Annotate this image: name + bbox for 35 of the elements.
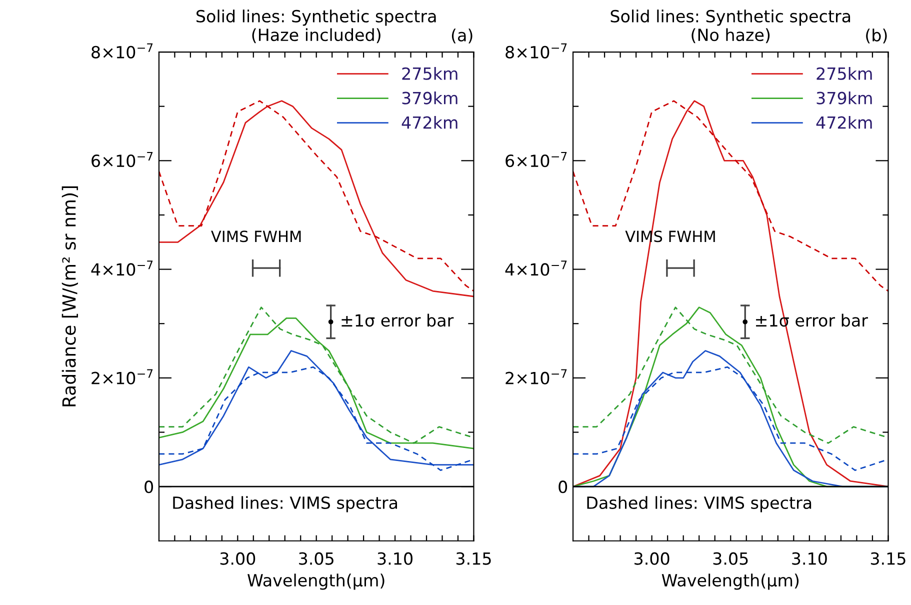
x-tick-label: 3.05 xyxy=(299,552,334,565)
annotation: VIMS FWHM xyxy=(211,230,301,242)
y-tick-label: 8×10$^{−7}$ xyxy=(92,43,153,58)
legend-label: 379km xyxy=(402,91,458,104)
legend-label: 472km xyxy=(402,116,458,129)
annotation: Dashed lines: VIMS spectra xyxy=(173,496,397,512)
y-tick-label: 6×10$^{−7}$ xyxy=(92,152,153,168)
y-tick-label: 8×10$^{−7}$ xyxy=(506,43,567,58)
chart-title: Solid lines: Synthetic spectra (Haze included) xyxy=(196,10,436,44)
x-tick-label: 3.10 xyxy=(378,552,412,565)
x-tick-label: 3.15 xyxy=(870,552,906,565)
text: (b) xyxy=(866,28,887,44)
legend-label: 379km xyxy=(816,91,872,104)
y-tick-label: 2×10$^{−7}$ xyxy=(506,369,567,384)
y-tick-label: 6×10$^{−7}$ xyxy=(506,152,567,168)
legend-label: 275km xyxy=(816,67,872,80)
y-tick-label: 4×10$^{−7}$ xyxy=(505,260,567,276)
x-tick-label: 3.00 xyxy=(220,552,256,565)
y-tick-label: 0 xyxy=(558,480,568,494)
y-tick-label: 4×10$^{−7}$ xyxy=(91,260,153,276)
y-tick-label: 2×10$^{−7}$ xyxy=(92,369,153,384)
x-tick-label: 3.05 xyxy=(713,552,748,565)
x-axis-title: Wavelength(μm) xyxy=(662,574,799,590)
annotation: Dashed lines: VIMS spectra xyxy=(587,496,812,512)
legend-label: 275km xyxy=(402,67,458,80)
x-tick-label: 3.15 xyxy=(456,552,491,565)
x-tick-label: 3.00 xyxy=(634,552,670,565)
chart-title: Solid lines: Synthetic spectra (No haze) xyxy=(610,10,850,44)
y-tick-label: 0 xyxy=(144,480,153,494)
y-axis-title: Radiance [W/(m² sr nm)] xyxy=(62,186,78,406)
text: (a) xyxy=(452,28,472,44)
annotation: ±1σ error bar xyxy=(342,314,454,327)
legend-label: 472km xyxy=(816,116,872,129)
x-tick-label: 3.10 xyxy=(792,552,827,565)
x-axis-title: Wavelength(μm) xyxy=(248,574,384,590)
